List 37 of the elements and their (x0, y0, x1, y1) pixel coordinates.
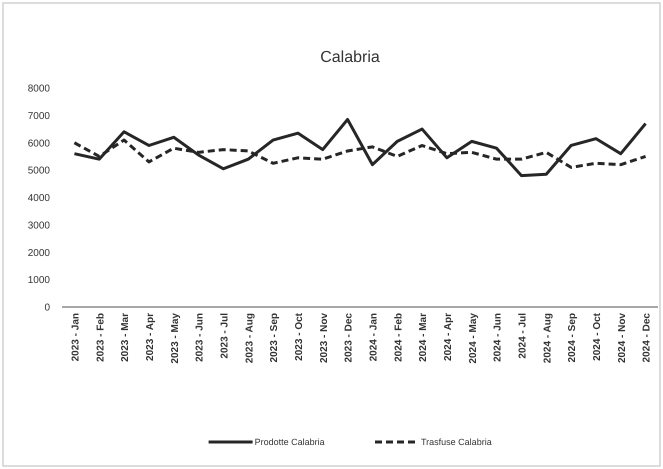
y-tick-label: 7000 (28, 110, 50, 122)
x-tick-label: 2023 - Dec (344, 312, 355, 362)
x-tick-label: 2024 - Sep (567, 313, 578, 362)
legend-label: Trasfuse Calabria (421, 437, 492, 448)
x-tick-label: 2023 - Nov (318, 312, 330, 364)
y-tick-label: 0 (44, 302, 50, 314)
y-tick-label: 8000 (28, 84, 50, 94)
x-tick-label: 2023 - Apr (144, 312, 156, 361)
x-tick-label: 2024 - Aug (542, 313, 554, 364)
x-tick-label: 2024 - Mar (418, 312, 430, 362)
x-tick-label: 2024 - Feb (393, 313, 404, 362)
x-tick-label: 2024 - Jun (492, 313, 504, 362)
y-tick-label: 3000 (28, 220, 50, 232)
x-tick-label: 2024 - Nov (616, 312, 628, 364)
x-tick-label: 2024 - Jul (517, 312, 528, 359)
x-tick-label: 2023 - Mar (120, 312, 132, 362)
x-tick-label: 2023 - Feb (95, 313, 106, 362)
x-tick-label: 2023 - Jan (70, 313, 82, 362)
y-tick-label: 4000 (28, 193, 50, 204)
chart-title: Calabria (320, 49, 380, 66)
x-tick-label: 2023 - Aug (244, 313, 256, 364)
x-tick-label: 2023 - Jun (194, 313, 206, 362)
x-tick-label: 2024 - Jan (368, 313, 380, 362)
y-tick-label: 6000 (28, 138, 50, 150)
y-tick-label: 1000 (28, 275, 50, 286)
y-tick-label: 5000 (28, 166, 50, 177)
x-tick-label: 2024 - Apr (442, 312, 454, 361)
line-series (72, 118, 648, 178)
x-tick-label: 2023 - Oct (294, 312, 305, 361)
x-tick-label: 2023 - May (170, 312, 181, 364)
legend-label: Prodotte Calabria (254, 437, 325, 448)
x-tick-label: 2024 - Dec (642, 312, 653, 362)
x-tick-label: 2023 - Jul (219, 312, 230, 359)
x-tick-label: 2024 - Oct (592, 312, 603, 361)
y-tick-label: 2000 (28, 248, 50, 259)
x-tick-label: 2024 - May (468, 312, 479, 364)
x-tick-label: 2023 - Sep (269, 313, 280, 362)
